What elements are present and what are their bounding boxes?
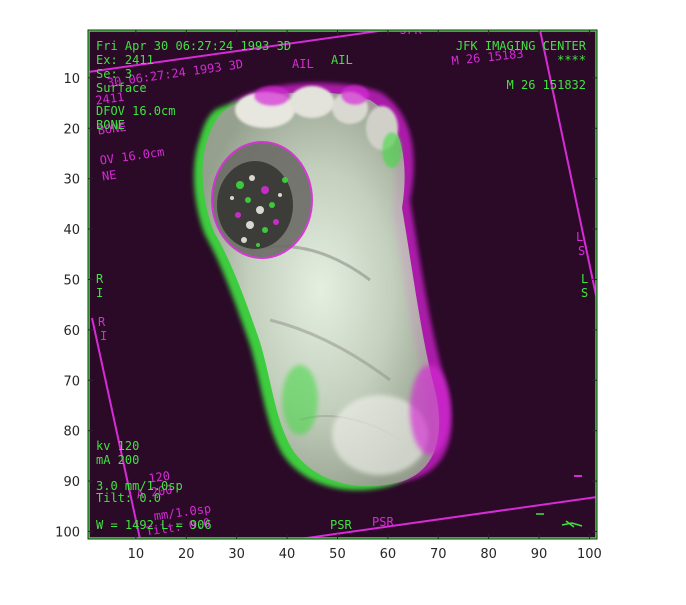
green-window: W = 1492 L = 906	[96, 518, 212, 532]
green-kv: kv 120	[96, 439, 139, 453]
green-exam: Ex: 2411	[96, 53, 154, 67]
magenta-frame-top	[88, 30, 393, 73]
magenta-frame-left	[91, 317, 141, 539]
mag-orient-top: AIL	[292, 57, 314, 71]
y-tick-label: 80	[63, 425, 80, 440]
overlay-magenta: JFK 30 06:27:24 1993 3D 2411 BONE OV 16.…	[94, 23, 585, 539]
green-tilt: Tilt: 0.0	[96, 491, 161, 505]
mag-orient-left-2: I	[100, 329, 107, 343]
green-orient-left-1: R	[96, 272, 104, 286]
x-tick-label: 20	[178, 547, 195, 562]
green-algorithm: BONE	[96, 118, 125, 132]
mag-exam: 2411	[94, 90, 125, 108]
green-orient-bottom: PSR	[330, 518, 352, 532]
x-tick-label: 60	[380, 547, 397, 562]
mag-orient-bottom: PSR	[372, 515, 394, 529]
ct-image: JFK 30 06:27:24 1993 3D 2411 BONE OV 16.…	[88, 23, 597, 539]
y-tick-label: 40	[63, 223, 80, 238]
x-tick-label: 70	[430, 547, 447, 562]
mag-orient-right-1: L	[576, 230, 583, 244]
green-series: Se: 3	[96, 67, 132, 81]
green-patient: M 26 151832	[507, 78, 586, 92]
y-tick-label: 50	[63, 273, 80, 288]
green-orient-top: AIL	[331, 53, 353, 67]
mag-ma: A 200	[136, 483, 174, 502]
y-tick-label: 100	[55, 525, 80, 540]
mag-top-fragment: JFK	[400, 23, 422, 37]
mag-orient-left-1: R	[98, 315, 106, 329]
mag-orient-right-2: S	[578, 244, 585, 258]
green-orient-left-2: I	[96, 286, 103, 300]
y-axis: 10 20 30 40 50 60 70 80 90 100	[55, 72, 597, 540]
ankle-cavity	[211, 141, 313, 259]
x-tick-label: 50	[329, 547, 346, 562]
y-tick-label: 20	[63, 122, 80, 137]
green-date: Fri Apr 30 06:27:24 1993 3D	[96, 39, 291, 53]
green-ma: mA 200	[96, 453, 139, 467]
x-axis: 10 20 30 40 50 60 70 80 90 100	[128, 30, 602, 562]
x-tick-label: 10	[128, 547, 145, 562]
x-tick-label: 80	[480, 547, 497, 562]
mag-algorithm: BONE	[97, 120, 128, 138]
mag-kv: 120	[148, 469, 171, 486]
green-institution: JFK IMAGING CENTER	[456, 39, 587, 53]
magenta-frame-bottom	[299, 496, 597, 539]
x-tick-label: 90	[531, 547, 548, 562]
y-tick-label: 10	[63, 72, 80, 87]
green-mode: Surface	[96, 81, 147, 95]
green-orient-right-1: L	[581, 272, 588, 286]
green-thickness: 3.0 mm/1.0sp	[96, 479, 183, 493]
green-dfov: DFOV 16.0cm	[96, 104, 175, 118]
mag-ne: NE	[101, 168, 117, 184]
y-tick-label: 30	[63, 173, 80, 188]
magenta-frame-right	[539, 30, 597, 301]
x-tick-label: 100	[577, 547, 602, 562]
y-tick-label: 70	[63, 374, 80, 389]
y-tick-label: 90	[63, 475, 80, 490]
green-scale-mark	[561, 520, 583, 528]
green-frame	[88, 30, 597, 539]
axes-box	[87, 29, 598, 540]
x-tick-label: 40	[279, 547, 296, 562]
overlay-green: Fri Apr 30 06:27:24 1993 3D Ex: 2411 Se:…	[96, 39, 588, 532]
x-tick-label: 30	[228, 547, 245, 562]
green-orient-right-2: S	[581, 286, 588, 300]
y-tick-label: 60	[63, 324, 80, 339]
green-stars: ****	[557, 53, 586, 67]
